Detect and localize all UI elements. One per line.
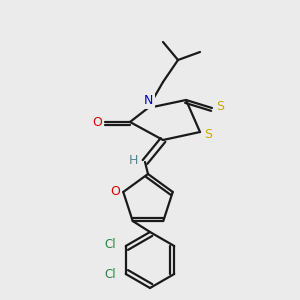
Text: O: O (92, 116, 102, 128)
Text: Cl: Cl (104, 238, 116, 251)
Text: S: S (216, 100, 224, 112)
Text: Cl: Cl (104, 268, 116, 281)
Text: N: N (143, 94, 153, 107)
Text: O: O (110, 185, 120, 199)
Text: H: H (128, 154, 138, 166)
Text: S: S (204, 128, 212, 140)
